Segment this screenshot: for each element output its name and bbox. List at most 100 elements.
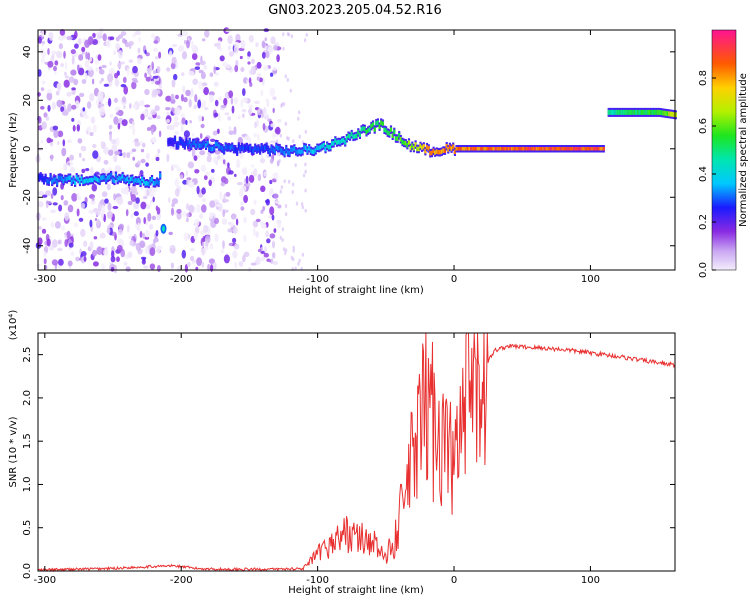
- spectrogram-ridge-cell: [497, 147, 501, 151]
- spectrogram-noise-cell: [219, 55, 225, 62]
- spectrogram-noise-cell: [171, 44, 178, 48]
- spectrogram-noise-cell: [234, 173, 237, 177]
- spectrogram-noise-cell: [212, 130, 218, 136]
- spectrogram-ridge-cell: [529, 147, 532, 151]
- spectrogram-noise-cell: [184, 39, 187, 45]
- spectrogram-ridge-cell: [286, 150, 289, 155]
- spectrogram-ridge-cell: [655, 109, 658, 115]
- spectrogram-ridge-cell: [537, 147, 540, 151]
- spectrogram-noise-cell: [170, 62, 176, 70]
- spectrogram-frame: [37, 29, 676, 271]
- spectrogram-ridge-cell: [306, 148, 309, 153]
- spectrogram-noise-cell: [139, 101, 145, 107]
- spectrogram-noise-cell: [151, 136, 157, 143]
- spectrogram-noise-cell: [222, 209, 226, 218]
- spectrogram-noise-cell: [140, 148, 145, 153]
- spectrogram-noise-cell: [98, 66, 102, 70]
- spectrogram-ridge-cell: [313, 149, 316, 155]
- colorbar-tick-label: 0.6: [698, 118, 709, 134]
- spectrogram-ridge-cell: [196, 141, 199, 146]
- spectrogram-noise-cell: [92, 261, 99, 267]
- spectrogram-noise-cell: [73, 222, 79, 228]
- spectrogram-noise-cell: [188, 70, 195, 76]
- spectrogram-ridge-cell: [630, 109, 633, 115]
- spectrogram-noise-cell: [305, 32, 308, 37]
- spectrogram-ridge-cell: [193, 140, 196, 145]
- spectrogram-ridge-cell: [447, 147, 450, 152]
- spectrogram-noise-cell: [262, 123, 266, 131]
- spectrogram-ridge-cell: [128, 179, 131, 184]
- spectrogram-ridge-cell: [635, 109, 638, 115]
- spectrogram-noise-cell: [82, 158, 85, 162]
- spectrogram-noise-cell: [197, 99, 202, 109]
- spectrogram-ridge-cell: [272, 147, 275, 153]
- spectrogram-ridge-cell: [628, 109, 632, 115]
- spectrogram-noise-cell: [134, 30, 141, 36]
- spectrogram-ridge-cell: [167, 139, 170, 145]
- spectrogram-noise-cell: [57, 130, 64, 138]
- spectrogram-noise-cell: [130, 194, 137, 202]
- spectrogram-noise-cell: [113, 50, 116, 55]
- spectrogram-ridge-cell: [234, 147, 237, 152]
- spectrogram-noise-cell: [128, 59, 134, 63]
- spectrogram-noise-cell: [242, 254, 246, 263]
- spectrogram-noise-cell: [135, 242, 142, 252]
- spectrogram-noise-cell: [118, 50, 123, 59]
- spectrogram-noise-cell: [69, 154, 74, 161]
- spectrogram-ridge-cell: [190, 143, 193, 148]
- spectrogram-ridge-cell: [574, 147, 578, 151]
- spectrogram-ridge-cell: [83, 179, 86, 184]
- spectrogram-ridge-cell: [525, 147, 528, 151]
- spectrogram-noise-cell: [139, 230, 143, 238]
- spectrogram-ridge-cell: [596, 147, 599, 151]
- spectrogram-noise-cell: [107, 202, 112, 211]
- spectrogram-noise-cell: [70, 49, 76, 55]
- spectrogram-noise-cell: [128, 235, 132, 240]
- spectrogram-ridge-cell: [339, 140, 342, 145]
- spectrogram-ridge-cell: [106, 175, 109, 181]
- spectrogram-noise-cell: [247, 56, 250, 60]
- spectrogram-noise-cell: [203, 224, 209, 234]
- spectrogram-noise-cell: [242, 97, 248, 104]
- snr-y-scale-label: (x10⁴): [8, 310, 19, 341]
- spectrogram-noise-cell: [270, 123, 276, 128]
- spectrogram-ridge-cell: [638, 109, 641, 115]
- spectrogram-noise-cell: [132, 120, 135, 127]
- y-tick-label: 20: [22, 94, 33, 107]
- spectrogram-ridge-cell: [404, 141, 407, 146]
- spectrogram-ridge-cell: [411, 143, 414, 148]
- spectrogram-noise-cell: [260, 157, 266, 164]
- spectrogram-noise-cell: [83, 256, 87, 262]
- spectrogram-ridge-cell: [651, 109, 654, 115]
- spectrogram-ridge-cell: [494, 147, 497, 151]
- spectrogram-ridge-cell: [425, 144, 429, 150]
- spectrogram-noise-cell: [60, 225, 65, 231]
- spectrogram-noise-cell: [110, 255, 116, 263]
- spectrogram-ridge-cell: [353, 134, 357, 139]
- y-tick-label: 0.5: [22, 520, 33, 536]
- spectrogram-ridge-cell: [581, 147, 584, 151]
- spectrogram-noise-cell: [236, 159, 241, 167]
- spectrogram-ridge-cell: [422, 144, 425, 149]
- spectrogram-noise-cell: [282, 32, 285, 37]
- spectrogram-ridge-cell: [573, 147, 576, 151]
- spectrogram-noise-cell: [112, 205, 119, 210]
- snr-series-line: [37, 332, 676, 573]
- spectrogram-noise-cell: [114, 78, 120, 87]
- spectrogram-noise-cell: [201, 38, 206, 42]
- spectrogram-noise-cell: [132, 156, 135, 161]
- spectrogram-ridge-cell: [285, 146, 288, 152]
- spectrogram-noise-cell: [268, 259, 272, 263]
- spectrogram-ridge-cell: [75, 175, 78, 180]
- spectrogram-ridge-cell: [509, 147, 512, 151]
- spectrogram-noise-cell: [143, 265, 149, 269]
- spectrogram-ridge-cell: [609, 109, 612, 115]
- spectrogram-noise-cell: [91, 39, 98, 45]
- spectrogram-noise-cell: [101, 263, 105, 270]
- spectrogram-noise-cell: [82, 107, 86, 112]
- spectrogram-noise-cell: [132, 33, 136, 38]
- spectrogram-ridge-cell: [187, 142, 190, 147]
- spectrogram-noise-cell: [304, 208, 307, 213]
- spectrogram-noise-cell: [106, 211, 113, 219]
